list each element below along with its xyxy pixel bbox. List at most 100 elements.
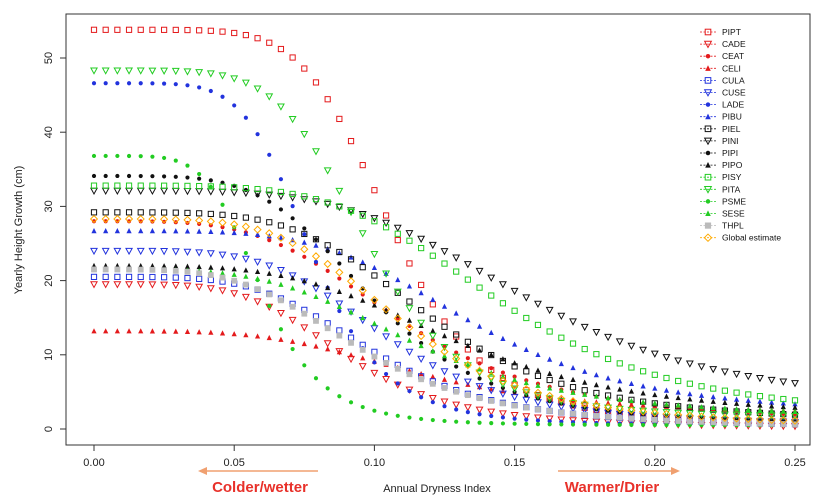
- data-point: [290, 204, 295, 209]
- data-point: [593, 372, 599, 378]
- data-point: [219, 270, 226, 276]
- data-point: [90, 26, 98, 33]
- data-point: [428, 332, 437, 340]
- data-point: [337, 308, 342, 314]
- data-point: [208, 228, 214, 235]
- data-point: [160, 187, 169, 196]
- data-point: [732, 370, 741, 379]
- data-point: [628, 397, 635, 404]
- data-point: [115, 173, 120, 179]
- data-point: [488, 351, 494, 358]
- data-point: [419, 416, 424, 422]
- data-point: [721, 387, 728, 394]
- data-point: [348, 339, 354, 346]
- data-point: [570, 376, 576, 383]
- legend-item: CUSE: [700, 88, 746, 98]
- data-point: [90, 209, 98, 216]
- data-point: [218, 218, 227, 227]
- data-point: [558, 380, 565, 387]
- data-point: [382, 376, 391, 384]
- data-point: [430, 327, 436, 334]
- data-point: [768, 394, 775, 401]
- data-point: [323, 200, 332, 209]
- data-point: [698, 404, 705, 410]
- data-point: [463, 360, 472, 370]
- data-point: [371, 187, 378, 194]
- data-point: [103, 153, 108, 159]
- data-point: [102, 182, 109, 189]
- data-point: [629, 422, 634, 427]
- legend: PIPT CADE CEAT CELI CULA CUSE LADE PIBU PIEL PINI…: [700, 27, 781, 243]
- data-point: [721, 419, 728, 426]
- data-point: [662, 354, 671, 362]
- data-point: [148, 247, 157, 256]
- data-point: [371, 272, 378, 279]
- data-point: [148, 215, 157, 224]
- data-point: [348, 293, 354, 299]
- data-point: [335, 187, 344, 196]
- data-point: [465, 342, 471, 349]
- data-point: [557, 312, 566, 321]
- data-point: [617, 386, 623, 392]
- data-point: [171, 187, 180, 196]
- data-point: [545, 395, 554, 403]
- data-point: [382, 333, 391, 341]
- data-point: [617, 422, 622, 427]
- data-point: [640, 416, 647, 423]
- data-point: [605, 422, 611, 427]
- legend-marker: [703, 233, 713, 243]
- data-point: [276, 103, 285, 111]
- data-point: [453, 268, 460, 275]
- data-point: [208, 184, 213, 189]
- data-point: [489, 381, 494, 386]
- data-point: [278, 281, 284, 287]
- data-point: [335, 300, 344, 308]
- data-point: [498, 390, 507, 398]
- annotation-warmer: Warmer/Drier: [558, 467, 680, 496]
- warmer-label: Warmer/Drier: [565, 479, 660, 496]
- data-point: [278, 297, 284, 304]
- data-point: [780, 403, 786, 410]
- data-point: [231, 29, 238, 37]
- data-point: [628, 364, 635, 371]
- legend-label: PIPO: [722, 160, 743, 170]
- data-point: [371, 218, 378, 225]
- data-point: [103, 173, 108, 179]
- data-point: [382, 270, 391, 278]
- data-point: [582, 379, 588, 385]
- data-point: [393, 341, 402, 349]
- data-point: [313, 293, 319, 300]
- legend-label: Global estimate: [722, 233, 781, 243]
- data-point: [208, 178, 213, 183]
- data-point: [430, 400, 435, 405]
- data-point: [428, 395, 437, 403]
- data-point: [126, 266, 132, 273]
- legend-item: THPL: [700, 221, 744, 231]
- data-point: [371, 353, 378, 360]
- data-point: [476, 323, 483, 329]
- data-point: [184, 228, 191, 234]
- legend-label: CUSE: [722, 88, 746, 98]
- data-point: [475, 267, 484, 276]
- legend-label: THPL: [722, 221, 744, 231]
- data-point: [172, 182, 179, 189]
- data-point: [312, 196, 320, 203]
- data-point: [755, 374, 764, 383]
- data-point: [183, 248, 192, 256]
- data-point: [465, 317, 471, 323]
- data-point: [243, 332, 249, 338]
- data-point: [196, 228, 202, 234]
- legend-item: CEAT: [700, 51, 744, 61]
- data-point: [102, 26, 109, 33]
- legend-label: CEAT: [722, 51, 744, 61]
- data-point: [628, 380, 635, 387]
- x-tick-label: 0.15: [504, 457, 525, 469]
- data-point: [757, 420, 763, 427]
- data-point: [125, 273, 133, 281]
- data-point: [243, 115, 248, 120]
- data-point: [393, 288, 402, 296]
- data-point: [452, 401, 461, 409]
- data-point: [138, 328, 144, 334]
- data-point: [114, 182, 121, 189]
- data-point: [675, 394, 681, 401]
